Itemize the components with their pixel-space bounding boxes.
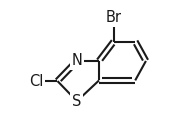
Text: N: N: [71, 53, 82, 68]
Text: S: S: [72, 94, 82, 109]
Text: Cl: Cl: [29, 74, 43, 89]
Text: Br: Br: [106, 10, 122, 25]
